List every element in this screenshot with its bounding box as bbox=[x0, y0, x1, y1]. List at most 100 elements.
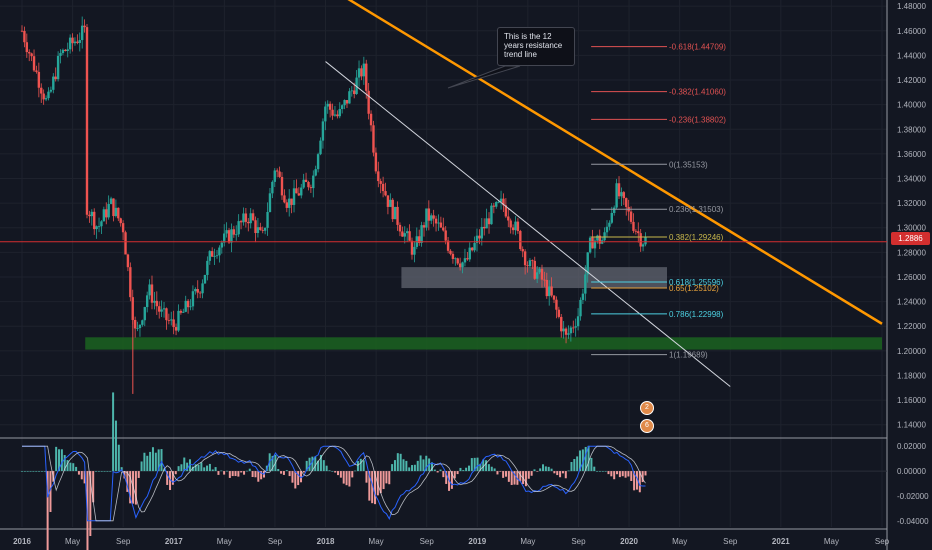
candle-body bbox=[170, 319, 173, 321]
candle-body bbox=[177, 310, 180, 331]
candle-body bbox=[285, 202, 289, 208]
candle-body bbox=[141, 320, 144, 325]
time-tick-label: Sep bbox=[420, 537, 435, 546]
osc-histogram-bar bbox=[411, 465, 414, 472]
candle-body bbox=[514, 221, 517, 231]
osc-histogram-bar bbox=[322, 460, 325, 472]
osc-histogram-bar bbox=[334, 471, 337, 473]
fib-level-label: -0.382(1.41060) bbox=[669, 88, 726, 97]
candle-body bbox=[49, 89, 53, 92]
resistance-trendline[interactable] bbox=[174, 0, 883, 325]
candle-body bbox=[25, 42, 29, 53]
osc-histogram-bar bbox=[402, 459, 405, 472]
time-tick-label: Sep bbox=[875, 537, 890, 546]
annotation-line-3: trend line bbox=[504, 50, 537, 59]
candle-body bbox=[121, 223, 125, 233]
osc-histogram-bar bbox=[456, 471, 459, 475]
candle-body bbox=[581, 293, 585, 300]
osc-histogram-bar bbox=[579, 450, 582, 472]
candle-body bbox=[331, 109, 334, 116]
osc-histogram-bar bbox=[112, 392, 115, 472]
candle-body bbox=[167, 320, 171, 321]
event-marker-1[interactable]: 2 bbox=[640, 401, 654, 415]
candle-body bbox=[235, 234, 238, 236]
osc-histogram-bar bbox=[433, 469, 436, 472]
osc-histogram-bar bbox=[371, 471, 374, 504]
candle-body bbox=[545, 279, 548, 297]
candle-body bbox=[420, 225, 423, 243]
candle-body bbox=[232, 229, 236, 235]
candle-body bbox=[174, 327, 178, 331]
price-tick-label: 1.34000 bbox=[897, 174, 926, 183]
osc-histogram-bar bbox=[92, 471, 95, 503]
price-axis[interactable]: 1.48000 1.46000 1.44000 1.42000 1.40000 1.380… bbox=[897, 2, 926, 430]
candle-body bbox=[83, 25, 86, 28]
current-price-badge: 1.2886 bbox=[891, 232, 930, 245]
candle-body bbox=[369, 113, 373, 126]
fib-level-label: 0.65(1.25102) bbox=[669, 284, 719, 293]
trendline-annotation[interactable]: This is the 12 years resistance trend li… bbox=[497, 27, 575, 66]
osc-histogram-bar bbox=[260, 471, 263, 480]
candle-body bbox=[165, 308, 168, 321]
osc-histogram-bar bbox=[345, 471, 348, 486]
osc-histogram-bar bbox=[49, 471, 52, 512]
osc-histogram-bar bbox=[103, 471, 106, 472]
osc-histogram-bar bbox=[567, 470, 570, 472]
candle-body bbox=[213, 255, 216, 257]
osc-histogram-bar bbox=[601, 471, 604, 472]
candle-body bbox=[629, 211, 633, 222]
candle-body bbox=[107, 203, 110, 218]
candle-body bbox=[244, 213, 248, 222]
osc-histogram-bar bbox=[171, 471, 174, 485]
osc-histogram-bar bbox=[542, 464, 545, 472]
osc-histogram-bar bbox=[305, 460, 308, 472]
candle-body bbox=[593, 240, 597, 249]
candle-body bbox=[328, 103, 332, 110]
candle-body bbox=[263, 227, 267, 231]
candle-body bbox=[314, 169, 317, 176]
osc-histogram-bar bbox=[60, 449, 63, 472]
candle-body bbox=[610, 212, 613, 223]
candle-body bbox=[384, 191, 387, 196]
candle-body bbox=[259, 227, 262, 230]
time-tick-label: Sep bbox=[268, 537, 283, 546]
osc-histogram-bar bbox=[587, 445, 590, 472]
candle-body bbox=[613, 207, 616, 213]
candle-body bbox=[309, 187, 313, 189]
candle-body bbox=[396, 206, 399, 225]
osc-histogram-bar bbox=[58, 449, 61, 472]
candle-body bbox=[316, 154, 320, 170]
candle-body bbox=[143, 307, 146, 321]
event-marker-2[interactable]: 6 bbox=[640, 419, 654, 433]
candle-body bbox=[54, 76, 57, 80]
candle-body bbox=[535, 272, 539, 279]
osc-histogram-bar bbox=[32, 471, 35, 472]
candle-body bbox=[66, 49, 69, 52]
osc-histogram-bar bbox=[72, 463, 75, 472]
osc-histogram-bar bbox=[510, 471, 513, 485]
candle-body bbox=[442, 227, 445, 231]
candle-body bbox=[95, 226, 98, 230]
osc-histogram-bar bbox=[89, 471, 92, 537]
candle-body bbox=[68, 37, 72, 50]
osc-histogram-bar bbox=[368, 471, 371, 501]
osc-histogram-bar bbox=[513, 471, 516, 485]
candle-body bbox=[220, 242, 224, 248]
osc-histogram-bar bbox=[137, 471, 140, 478]
trendlines[interactable] bbox=[0, 0, 887, 387]
candle-body bbox=[389, 199, 392, 207]
candle-body bbox=[283, 195, 286, 203]
candle-body bbox=[304, 179, 308, 182]
osc-histogram-bar bbox=[191, 466, 194, 472]
osc-histogram-bar bbox=[240, 471, 243, 473]
fibonacci-retracement[interactable]: -0.618(1.44709) -0.382(1.41060) -0.236(1.3… bbox=[591, 43, 726, 360]
time-axis[interactable]: 2016 May Sep 2017 May Sep 2018 May Sep 2019 May Sep… bbox=[13, 537, 890, 546]
secondary-trendline[interactable] bbox=[325, 61, 731, 387]
candle-body bbox=[206, 260, 209, 275]
time-tick-label: 2017 bbox=[165, 537, 183, 546]
time-tick-label: May bbox=[520, 537, 535, 546]
candle-body bbox=[511, 227, 515, 231]
candle-body bbox=[97, 226, 101, 228]
candle-body bbox=[153, 300, 156, 303]
